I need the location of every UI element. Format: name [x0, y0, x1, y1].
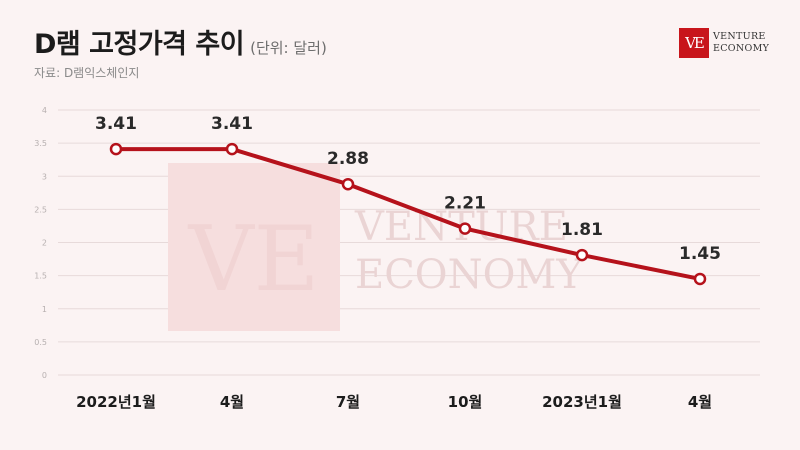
- data-point: [575, 248, 589, 262]
- x-tick-label: 2022년1월: [76, 393, 156, 411]
- x-tick-label: 7월: [336, 393, 360, 411]
- x-axis-ticks: 2022년1월 4월 7월 10월 2023년1월 4월: [76, 393, 712, 411]
- y-tick-label: 2.5: [34, 205, 47, 214]
- title-block: D램 고정가격 추이 (단위: 달러): [34, 22, 327, 61]
- watermark: VE VENTURE ECONOMY: [168, 163, 583, 331]
- data-label: 1.81: [561, 220, 603, 240]
- data-point: [109, 142, 123, 156]
- chart-title: D램 고정가격 추이: [34, 29, 245, 60]
- data-labels: 3.41 3.41 2.88 2.21 1.81 1.45: [95, 114, 721, 264]
- x-tick-label: 10월: [448, 393, 483, 411]
- logo-monogram: VE: [679, 28, 709, 58]
- data-label: 3.41: [95, 114, 137, 134]
- y-tick-label: 3: [42, 172, 47, 181]
- y-axis-ticks: 0 0.5 1 1.5 2 2.5 3 3.5 4: [34, 106, 47, 380]
- x-tick-label: 4월: [688, 393, 712, 411]
- watermark-line2: ECONOMY: [355, 252, 583, 298]
- source-text: 자료: D램익스체인지: [34, 66, 140, 80]
- watermark-monogram: VE: [188, 207, 320, 312]
- data-point: [341, 177, 355, 191]
- data-point: [693, 272, 707, 286]
- data-point: [458, 222, 472, 235]
- y-tick-label: 4: [42, 106, 47, 115]
- x-tick-label: 2023년1월: [542, 393, 622, 411]
- y-tick-label: 0: [42, 371, 47, 380]
- watermark-box: [168, 163, 340, 331]
- y-tick-label: 0.5: [34, 338, 47, 347]
- x-tick-label: 4월: [220, 393, 244, 411]
- logo-line1: VENTURE: [713, 31, 766, 42]
- data-label: 3.41: [211, 114, 253, 134]
- series-line: [114, 147, 702, 281]
- y-tick-label: 1.5: [34, 272, 47, 281]
- data-label: 1.45: [679, 244, 721, 264]
- data-label: 2.88: [327, 149, 369, 169]
- unit-label: (단위: 달러): [250, 39, 327, 57]
- y-tick-label: 1: [42, 305, 47, 314]
- series-dram-price: [109, 142, 707, 286]
- logo-line2: ECONOMY: [713, 43, 770, 54]
- logo-wordmark: VENTURE ECONOMY: [713, 31, 769, 55]
- data-point: [225, 142, 239, 156]
- data-label: 2.21: [444, 194, 486, 214]
- y-tick-label: 3.5: [34, 139, 47, 148]
- venture-economy-logo: VE VENTURE ECONOMY: [679, 28, 779, 58]
- y-tick-label: 2: [42, 239, 47, 248]
